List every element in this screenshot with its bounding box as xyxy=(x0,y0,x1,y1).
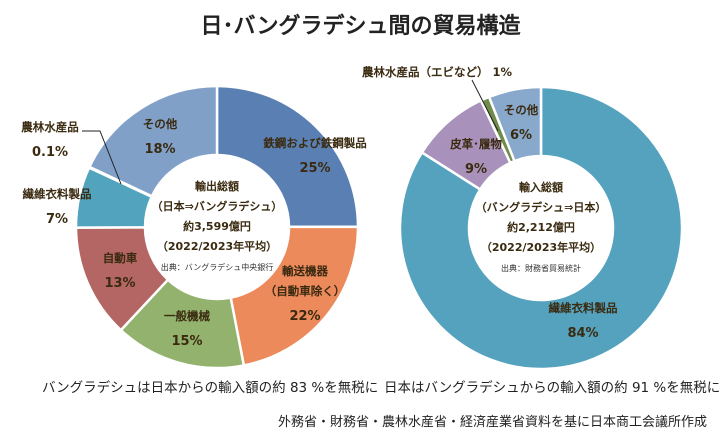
center-source: 出典：財務省貿易統計 xyxy=(501,263,581,273)
leader-line xyxy=(82,130,122,185)
slice-import-3 xyxy=(487,85,543,163)
leader-line xyxy=(471,79,499,132)
slice-label: 輸送機器 xyxy=(282,264,328,278)
center-text: （2022/2023年平均） xyxy=(157,239,277,253)
slice-label: （自動車除く） xyxy=(265,284,346,298)
slice-label: 自動車 xyxy=(103,251,138,265)
slice-label: 繊維衣料製品 xyxy=(549,301,618,315)
slice-export-1 xyxy=(229,225,360,367)
slice-value: 0.1% xyxy=(32,145,68,160)
source-footer: 外務省・財務省・農林水産省・経済産業省資料を基に日本商工会議所作成 xyxy=(277,415,707,430)
slice-label: その他 xyxy=(143,117,178,131)
slice-value: 6% xyxy=(510,128,532,143)
center-text: （バングラデシュ⇒日本） xyxy=(476,200,607,214)
slice-label: 農林水産品 xyxy=(21,120,79,134)
center-text: 輸出総額 xyxy=(195,179,239,193)
center-text: （2022/2023年平均） xyxy=(481,240,601,254)
slice-value: 25% xyxy=(299,161,330,176)
slice-value: 7% xyxy=(46,212,68,227)
import-note: 日本はバングラデシュからの輸入額の約 91 %を無税に xyxy=(384,380,721,396)
slice-label: 皮革･履物 xyxy=(449,137,502,151)
slice-value: 84% xyxy=(567,326,598,341)
slice-value: 18% xyxy=(144,142,175,157)
slice-value: 15% xyxy=(171,334,202,349)
center-text: 約3,599億円 xyxy=(183,219,251,233)
slice-import-0 xyxy=(398,85,684,371)
slice-export-0 xyxy=(215,84,360,229)
slice-label: 鉄鋼および鉄鋼製品 xyxy=(263,136,367,150)
slice-export-6 xyxy=(87,84,219,198)
slice-value: 22% xyxy=(289,309,320,324)
page-title: 日･バングラデシュ間の貿易構造 xyxy=(200,14,521,39)
export-note: バングラデシュは日本からの輸入額の約 83 %を無税に xyxy=(42,380,379,396)
center-source: 出典：バングラデシュ中央銀行 xyxy=(161,262,273,272)
center-text: 輸入総額 xyxy=(519,180,563,194)
slice-value: 13% xyxy=(104,276,135,291)
slice-value: 9% xyxy=(465,162,487,177)
center-text: （日本⇒バングラデシュ） xyxy=(152,199,283,213)
slice-label: 一般機械 xyxy=(164,309,210,323)
slice-label: 農林水産品（エビなど） 1% xyxy=(362,65,513,79)
center-text: 約2,212億円 xyxy=(507,220,575,234)
slice-label: 繊維衣料製品 xyxy=(23,187,92,201)
slice-label: その他 xyxy=(504,103,539,117)
